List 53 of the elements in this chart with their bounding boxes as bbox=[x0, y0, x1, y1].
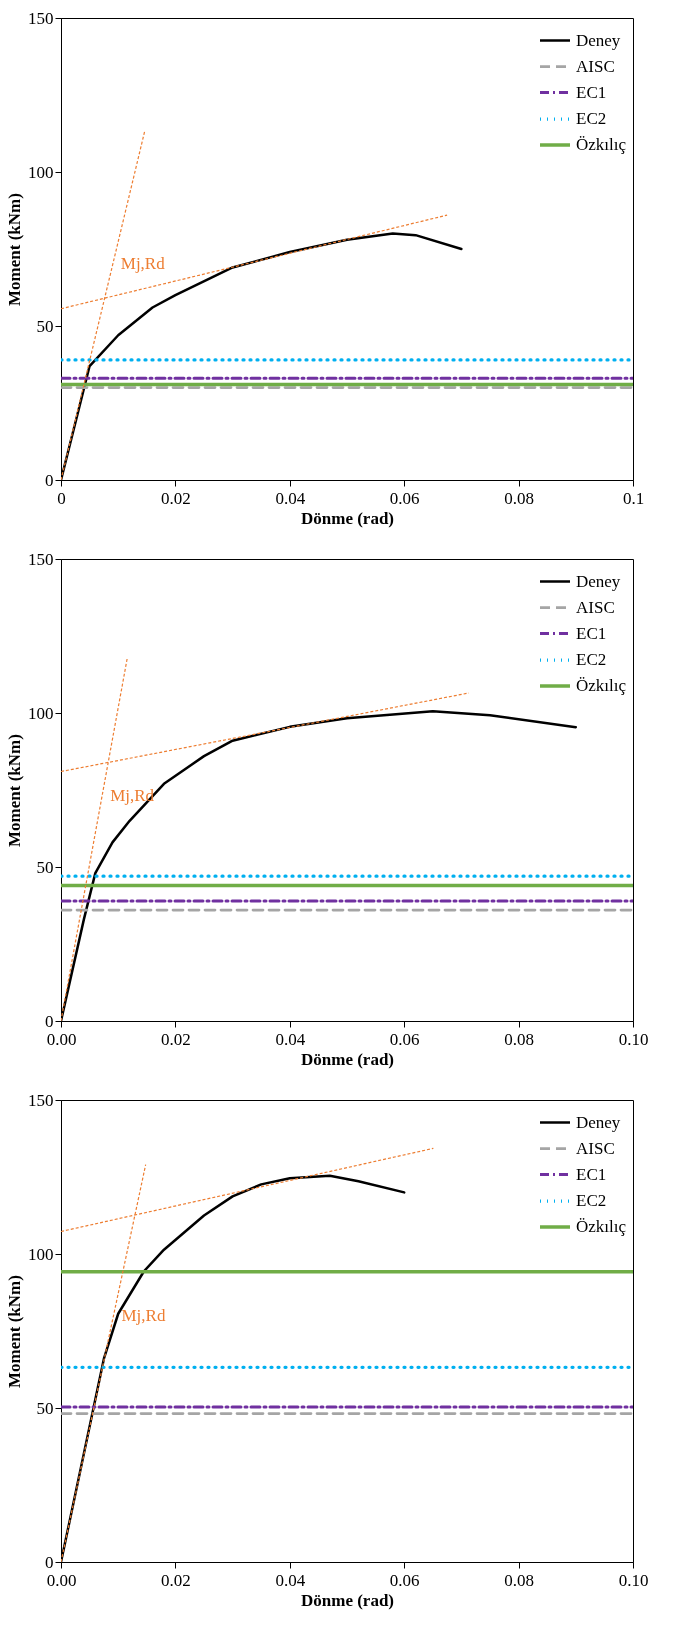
x-tick-label: 0.10 bbox=[618, 1570, 649, 1590]
x-tick-label: 0.02 bbox=[161, 1570, 191, 1590]
y-tick-label: 50 bbox=[36, 857, 54, 877]
x-tick-label: 0.02 bbox=[161, 1029, 191, 1049]
y-tick-label: 0 bbox=[45, 470, 54, 490]
legend-label: EC1 bbox=[576, 82, 607, 102]
annotation: Mj,Rd bbox=[121, 1305, 166, 1325]
legend-label: EC1 bbox=[576, 1164, 607, 1184]
y-tick-label: 150 bbox=[28, 8, 54, 28]
annotation: Mj,Rd bbox=[110, 785, 155, 805]
legend-label: Özkılıç bbox=[576, 676, 627, 695]
y-tick-label: 150 bbox=[28, 1090, 54, 1110]
x-tick-label: 0.04 bbox=[275, 488, 306, 508]
legend-label: EC1 bbox=[576, 623, 607, 643]
y-axis-title: Moment (kNm) bbox=[5, 193, 24, 306]
legend-label: EC2 bbox=[576, 109, 607, 128]
legend-label: AISC bbox=[576, 597, 615, 617]
y-tick-label: 100 bbox=[28, 1244, 54, 1264]
y-tick-label: 100 bbox=[28, 703, 54, 723]
x-tick-label: 0.00 bbox=[46, 1029, 77, 1049]
y-tick-label: 0 bbox=[45, 1552, 54, 1572]
x-tick-label: 0.08 bbox=[504, 1570, 534, 1590]
x-tick-label: 0.06 bbox=[389, 1029, 420, 1049]
x-tick-label: 0.06 bbox=[389, 1570, 420, 1590]
x-tick-label: 0.04 bbox=[275, 1570, 306, 1590]
legend-label: EC2 bbox=[576, 650, 607, 669]
legend-label: AISC bbox=[576, 1138, 615, 1158]
legend-label: Özkılıç bbox=[576, 135, 627, 154]
y-tick-label: 100 bbox=[28, 162, 54, 182]
y-axis-title: Moment (kNm) bbox=[5, 734, 24, 847]
x-tick-label: 0.08 bbox=[504, 1029, 534, 1049]
x-axis-title: Dönme (rad) bbox=[300, 508, 395, 528]
x-tick-label: 0.08 bbox=[504, 488, 534, 508]
x-tick-label: 0.00 bbox=[46, 1570, 77, 1590]
annotation: Mj,Rd bbox=[120, 254, 166, 274]
x-tick-label: 0.04 bbox=[275, 1029, 306, 1049]
legend-label: Deney bbox=[576, 1112, 621, 1132]
legend-label: Deney bbox=[576, 30, 621, 50]
x-tick-label: 0.10 bbox=[618, 1029, 649, 1049]
y-tick-label: 50 bbox=[36, 316, 54, 336]
x-axis-title: Dönme (rad) bbox=[300, 1590, 395, 1610]
y-tick-label: 50 bbox=[36, 1398, 54, 1418]
y-tick-label: 150 bbox=[28, 549, 54, 569]
x-tick-label: 0.06 bbox=[389, 488, 420, 508]
x-tick-label: 0.02 bbox=[161, 488, 191, 508]
y-tick-label: 0 bbox=[45, 1011, 54, 1031]
legend-label: EC2 bbox=[576, 1191, 607, 1210]
x-axis-title: Dönme (rad) bbox=[300, 1049, 395, 1069]
legend-label: AISC bbox=[576, 56, 615, 76]
y-axis-title: Moment (kNm) bbox=[5, 1275, 24, 1388]
x-tick-label: 0.1 bbox=[622, 488, 645, 508]
legend-label: Özkılıç bbox=[576, 1217, 627, 1236]
legend-label: Deney bbox=[576, 571, 621, 591]
